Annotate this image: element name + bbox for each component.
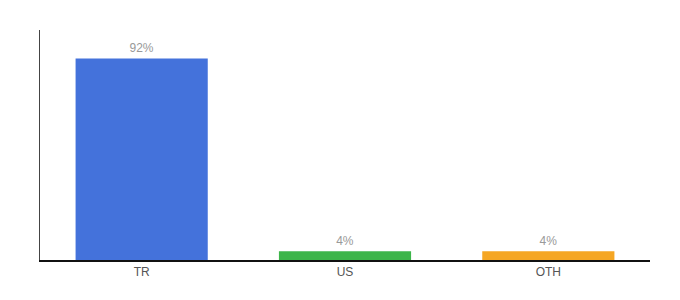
svg-text:4%: 4%	[539, 234, 557, 248]
svg-text:US: US	[337, 265, 354, 279]
svg-text:OTH: OTH	[536, 265, 561, 279]
svg-text:TR: TR	[134, 265, 150, 279]
svg-text:4%: 4%	[336, 234, 354, 248]
svg-text:92%: 92%	[129, 41, 153, 55]
